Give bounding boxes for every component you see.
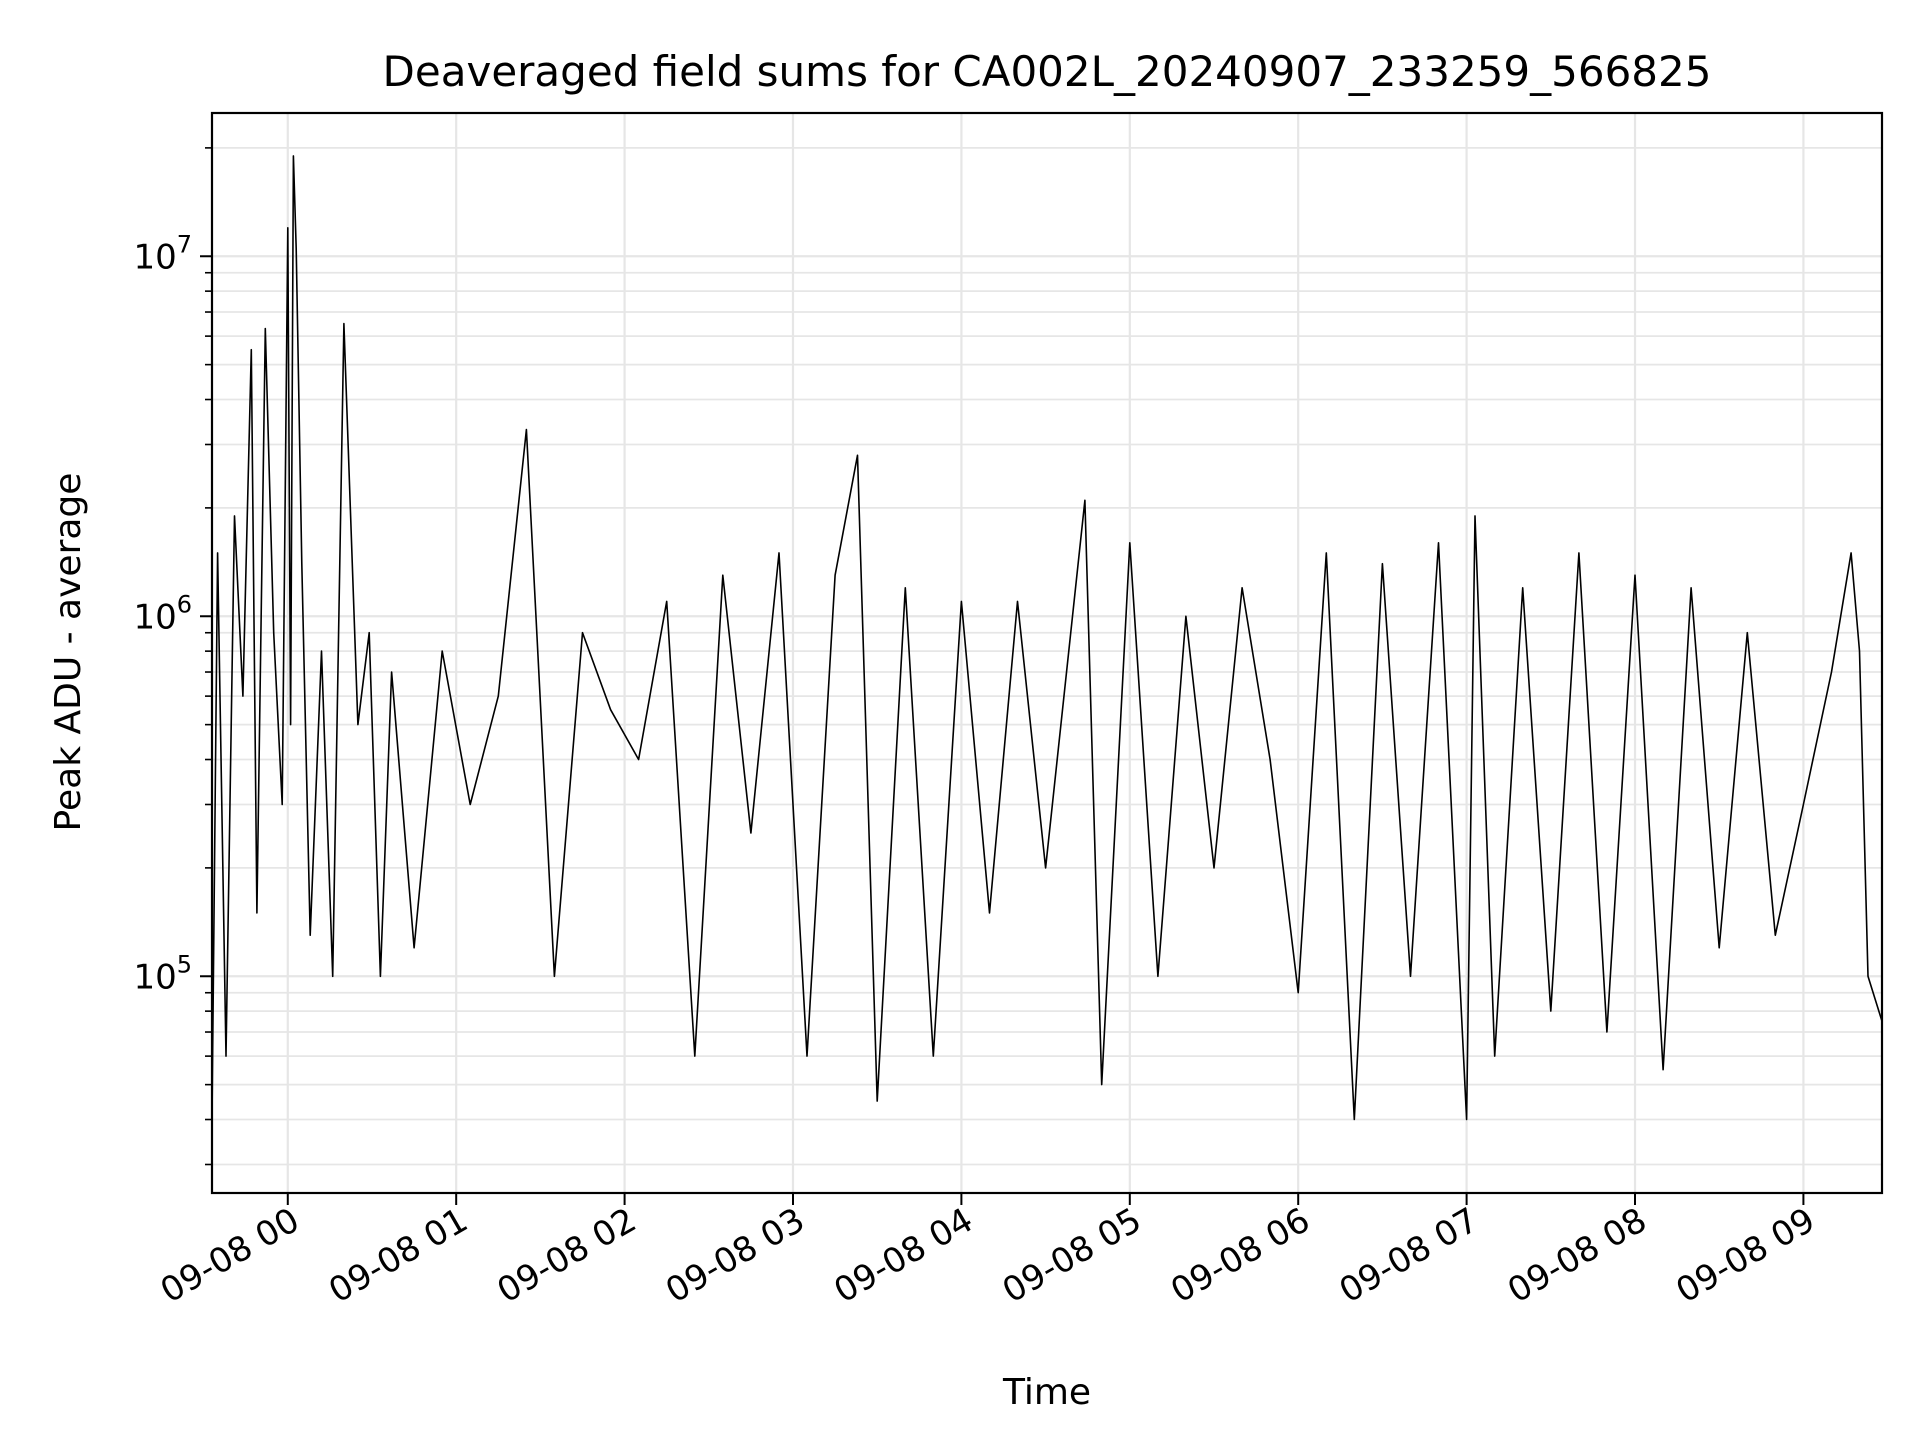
chart-title: Deaveraged field sums for CA002L_2024090… <box>383 47 1712 96</box>
y-tick-label: 105 <box>133 950 192 997</box>
plot-frame <box>210 111 1884 1195</box>
x-axis-label: Time <box>1002 1372 1091 1413</box>
series-line <box>211 155 1883 1121</box>
y-tick-label: 107 <box>133 230 192 277</box>
y-axis-label: Peak ADU - average <box>48 473 89 832</box>
y-tick-label: 106 <box>133 590 192 637</box>
